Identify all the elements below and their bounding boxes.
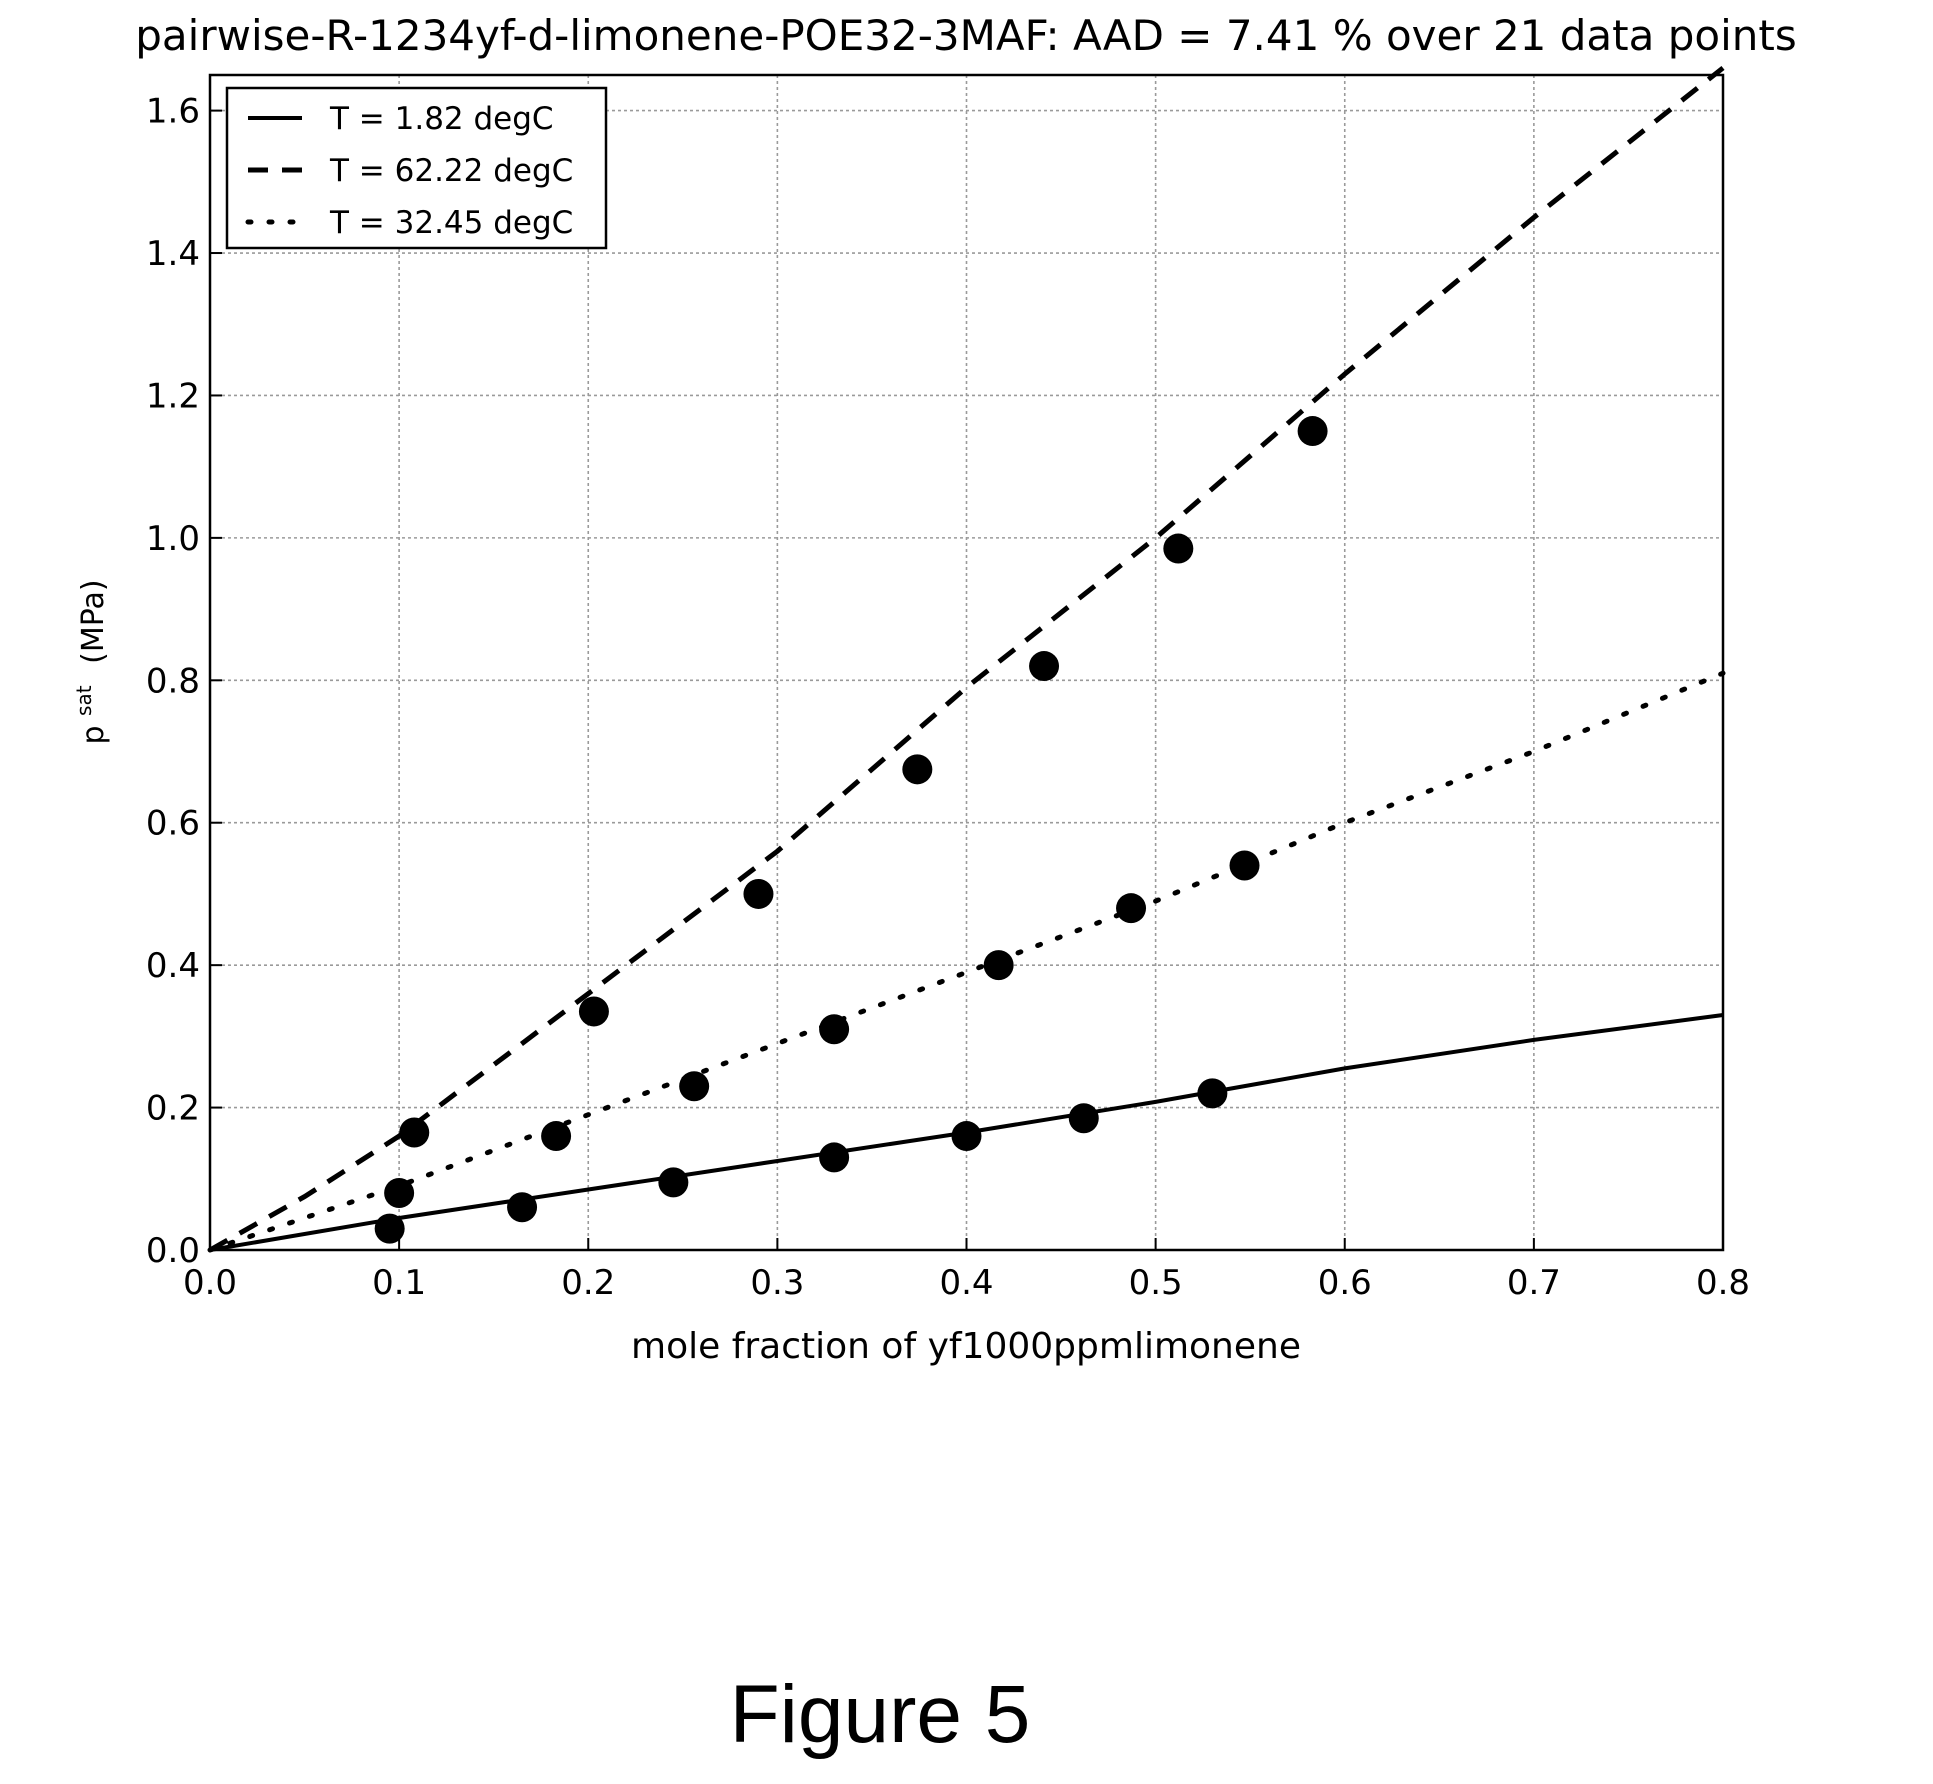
- y-tick-label-4: 0.8: [146, 661, 200, 701]
- x-tick-label-3: 0.3: [750, 1263, 804, 1303]
- curve-dotted-2: [207, 670, 1726, 1253]
- data-point-20: [1297, 416, 1328, 447]
- data-point-2: [658, 1167, 689, 1198]
- y-tick-label-2: 0.4: [146, 946, 200, 986]
- x-tick-label-6: 0.6: [1318, 1263, 1372, 1303]
- y-tick-label-1: 0.2: [146, 1089, 200, 1129]
- x-axis-label: mole fraction of yf1000ppmlimonene: [631, 1326, 1301, 1367]
- data-point-0: [374, 1213, 405, 1244]
- y-tick-label-0: 0.0: [146, 1231, 200, 1271]
- x-tick-label-8: 0.8: [1696, 1263, 1750, 1303]
- x-tick-label-5: 0.5: [1129, 1263, 1183, 1303]
- legend-label-0: T = 1.82 degC: [329, 101, 554, 137]
- y-axis-ticks: 0.0 0.2 0.4 0.6 0.8 1.0 1.2 1.4 1.6: [146, 92, 222, 1271]
- y-axis-label-base: p: [76, 726, 111, 745]
- data-point-3: [819, 1142, 850, 1173]
- y-tick-label-7: 1.4: [146, 234, 200, 274]
- curve-dashed-1: [208, 65, 1725, 1253]
- data-points: [374, 416, 1328, 1244]
- data-point-7: [384, 1178, 415, 1209]
- y-tick-label-8: 1.6: [146, 92, 200, 132]
- y-axis-label-superscript: sat: [72, 685, 96, 716]
- data-point-6: [1197, 1078, 1228, 1109]
- x-axis-ticks: 0.0 0.1 0.2 0.3 0.4 0.5 0.6 0.7 0.8: [183, 1238, 1750, 1303]
- data-point-11: [983, 950, 1014, 981]
- legend-label-2: T = 32.45 degC: [329, 205, 573, 241]
- data-point-19: [1163, 533, 1194, 564]
- y-tick-label-6: 1.2: [146, 376, 200, 416]
- chart: pairwise-R-1234yf-d-limonene-POE32-3MAF:…: [64, 11, 1797, 1367]
- x-tick-label-0: 0.0: [183, 1263, 237, 1303]
- legend-label-1: T = 62.22 degC: [329, 153, 573, 189]
- x-tick-label-7: 0.7: [1507, 1263, 1561, 1303]
- data-point-10: [819, 1014, 850, 1045]
- y-axis-label-unit: (MPa): [76, 579, 111, 663]
- y-tick-label-3: 0.6: [146, 804, 200, 844]
- x-tick-label-1: 0.1: [372, 1263, 426, 1303]
- x-tick-label-2: 0.2: [561, 1263, 615, 1303]
- data-point-18: [1029, 651, 1060, 682]
- data-point-5: [1068, 1103, 1099, 1134]
- data-point-16: [743, 878, 774, 909]
- data-point-15: [578, 996, 609, 1027]
- figure-caption: Figure 5: [729, 1669, 1031, 1760]
- y-tick-label-5: 1.0: [146, 519, 200, 559]
- data-point-17: [902, 754, 933, 785]
- data-point-13: [1229, 850, 1260, 881]
- grid-lines: [209, 75, 1724, 1251]
- data-point-8: [541, 1121, 572, 1152]
- data-point-12: [1116, 893, 1147, 924]
- legend-entries: T = 1.82 degC T = 62.22 degC T = 32.45 deg…: [245, 101, 573, 241]
- legend: T = 1.82 degC T = 62.22 degC T = 32.45 deg…: [225, 86, 608, 250]
- data-point-14: [399, 1117, 430, 1148]
- data-point-1: [507, 1192, 538, 1223]
- data-point-9: [679, 1071, 710, 1102]
- x-tick-label-4: 0.4: [939, 1263, 993, 1303]
- chart-title: pairwise-R-1234yf-d-limonene-POE32-3MAF:…: [135, 11, 1796, 60]
- y-axis-label: p sat (MPa): [64, 579, 111, 744]
- data-point-4: [951, 1121, 982, 1152]
